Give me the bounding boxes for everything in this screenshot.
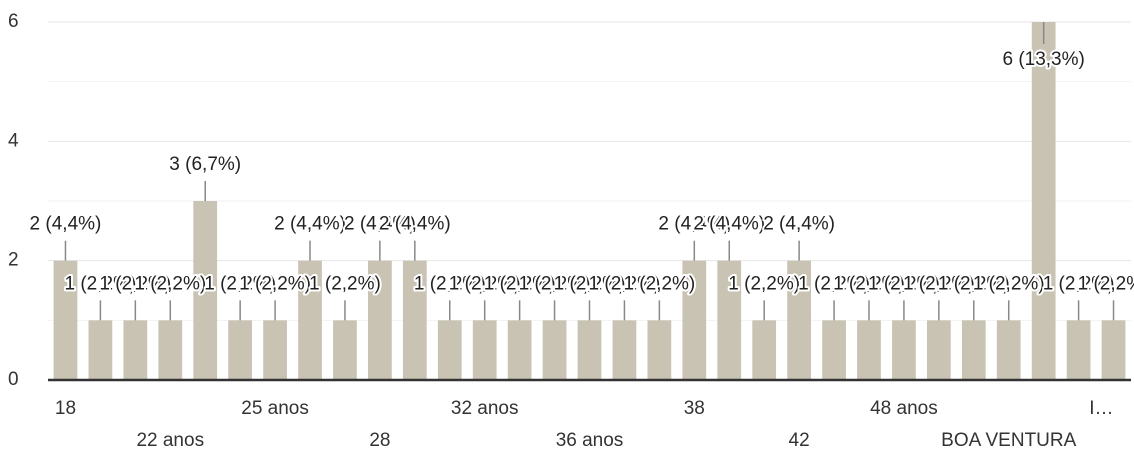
bar: [1101, 320, 1126, 380]
bar: [158, 320, 183, 380]
bar: [88, 320, 113, 380]
value-label: 1 (2,2%): [204, 273, 276, 294]
value-label: 1 (2,2%): [903, 273, 975, 294]
bar: [263, 320, 287, 380]
bar: [368, 260, 392, 380]
value-label: 1 (2,2%): [449, 273, 521, 294]
value-label: 2 (4,4%): [658, 214, 730, 235]
bar: [333, 320, 357, 380]
y-tick-label: 4: [8, 130, 19, 151]
bar: [298, 260, 322, 380]
bar: [228, 320, 253, 380]
x-tick-label: 32 anos: [451, 398, 519, 419]
bar: [612, 320, 637, 380]
value-label: 1 (2,2%): [798, 273, 870, 294]
x-tick-label: BOA VENTURA: [941, 430, 1076, 451]
bar: [472, 320, 497, 380]
value-label: 2 (4,4%): [274, 214, 346, 235]
x-tick-label: I…: [1089, 398, 1113, 419]
value-label: 2 (4,4%): [30, 214, 102, 235]
bar: [996, 320, 1021, 380]
y-tick-label: 2: [8, 250, 19, 271]
bar: [1066, 320, 1091, 380]
x-tick-label: 18: [55, 398, 76, 419]
bar: [892, 320, 916, 380]
value-label: 1 (2,2%): [1043, 273, 1115, 294]
x-tick-label: 28: [369, 430, 390, 451]
value-label: 1 (2,2%): [64, 273, 136, 294]
bar: [507, 320, 532, 380]
y-tick-label: 0: [8, 369, 19, 390]
bar: [402, 260, 427, 380]
value-label: 1 (2,2%): [239, 273, 311, 294]
value-label: 2 (4,4%): [693, 214, 765, 235]
value-label: 2 (4,4%): [344, 214, 416, 235]
value-label: 1 (2,2%): [623, 273, 695, 294]
bar: [961, 320, 986, 380]
value-label: 1 (2,2%): [519, 273, 591, 294]
value-label: 1 (2,2%): [1078, 273, 1134, 294]
value-label: 1 (2,2%): [589, 273, 661, 294]
bar: [717, 260, 742, 380]
value-label: 1 (2,2%): [309, 273, 381, 294]
bar: [193, 201, 218, 380]
bar: [822, 320, 846, 380]
value-label: 1 (2,2%): [554, 273, 626, 294]
bar: [926, 320, 951, 380]
bar: [787, 260, 811, 380]
bar: [53, 260, 78, 380]
bar: [577, 320, 602, 380]
value-label: 1 (2,2%): [868, 273, 940, 294]
value-label: 1 (2,2%): [938, 273, 1010, 294]
bar: [647, 320, 672, 380]
bar: [752, 320, 777, 380]
value-label: 2 (4,4%): [379, 214, 451, 235]
x-tick-label: 42: [789, 430, 810, 451]
bar: [437, 320, 462, 380]
value-label: 2 (4,4%): [763, 214, 835, 235]
x-tick-label: 36 anos: [556, 430, 624, 451]
value-label: 6 (13,3%): [1002, 49, 1084, 70]
value-label: 1 (2,2%): [484, 273, 556, 294]
x-tick-label: 25 anos: [241, 398, 309, 419]
x-tick-label: 48 anos: [870, 398, 938, 419]
y-tick-label: 6: [8, 11, 19, 32]
value-label: 1 (2,2%): [134, 273, 206, 294]
value-label: 1 (2,2%): [414, 273, 486, 294]
value-label: 3 (6,7%): [169, 154, 241, 175]
value-label: 1 (2,2%): [833, 273, 905, 294]
bar: [682, 260, 707, 380]
x-tick-label: 38: [684, 398, 705, 419]
bar: [123, 320, 148, 380]
bar: [1031, 22, 1056, 380]
x-tick-label: 22 anos: [136, 430, 204, 451]
value-label: 1 (2,2%): [728, 273, 800, 294]
value-label: 1 (2,2%): [973, 273, 1045, 294]
value-label: 1 (2,2%): [99, 273, 171, 294]
bar: [857, 320, 881, 380]
bar: [542, 320, 567, 380]
